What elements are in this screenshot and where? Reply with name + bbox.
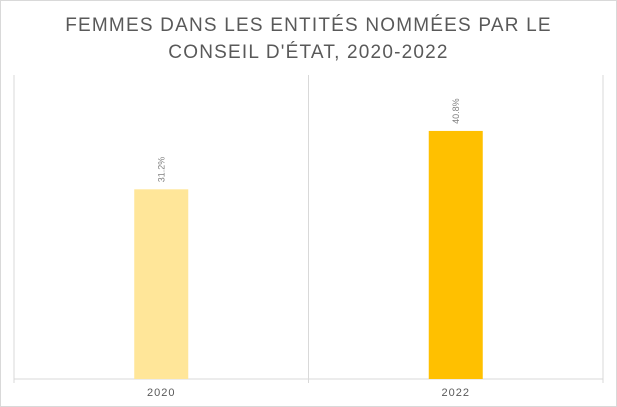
plot-lines <box>13 75 604 383</box>
data-labels: 31.2% 40.8% <box>156 98 461 182</box>
x-tick-label-2022: 2022 <box>442 387 470 399</box>
data-label-2020: 31.2% <box>156 157 166 183</box>
x-tick-labels: 2020 2022 <box>147 387 470 399</box>
data-label-2022: 40.8% <box>451 98 461 124</box>
chart-title: FEMMES DANS LES ENTITÉS NOMMÉES PAR LE C… <box>65 15 552 63</box>
bar-2022 <box>428 130 483 379</box>
bar-2020 <box>134 189 189 379</box>
x-tick-label-2020: 2020 <box>147 387 175 399</box>
bars <box>134 130 483 379</box>
